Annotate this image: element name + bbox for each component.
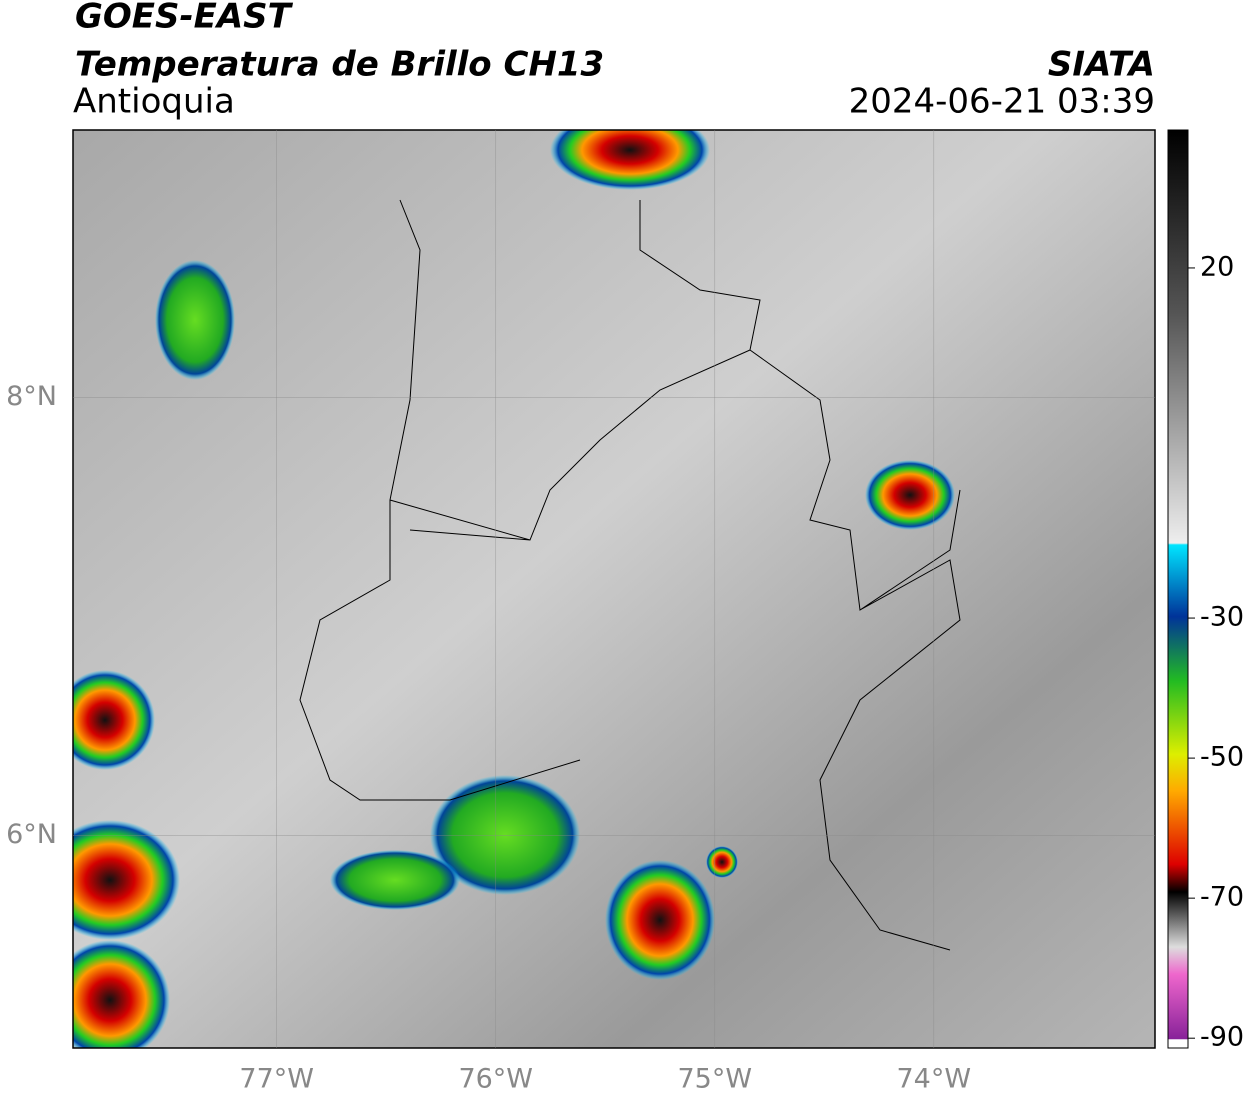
cloud-top xyxy=(550,130,710,190)
cloud-top xyxy=(865,460,955,530)
datetime: 2024-06-21 03:39 xyxy=(849,82,1155,122)
cloud-top xyxy=(155,260,235,380)
colorbar-label: 20 xyxy=(1200,251,1234,282)
colorbar-label: -90 xyxy=(1200,1022,1244,1053)
cloud-top xyxy=(73,670,155,770)
cloud-top xyxy=(330,850,460,910)
region: Antioquia xyxy=(73,82,235,122)
y-tick-label: 8°N xyxy=(6,381,57,412)
cloud-top xyxy=(605,860,715,980)
x-tick-label: 77°W xyxy=(239,1064,314,1095)
cloud-top xyxy=(73,820,180,940)
map-frame xyxy=(72,129,1156,1049)
colorbar-label: -50 xyxy=(1200,742,1244,773)
source: SIATA xyxy=(1048,45,1155,85)
imagery xyxy=(73,130,1155,1048)
y-tick-label: 6°N xyxy=(6,819,57,850)
colorbar xyxy=(1167,129,1189,1049)
cloud-top xyxy=(706,846,738,878)
x-tick-label: 76°W xyxy=(458,1064,533,1095)
border xyxy=(299,199,961,951)
cloud-top xyxy=(430,775,580,895)
x-tick-label: 75°W xyxy=(677,1064,752,1095)
title: GOES-EAST xyxy=(75,0,294,37)
subtitle: Temperatura de Brillo CH13 xyxy=(75,45,604,85)
cloud-top xyxy=(73,940,170,1048)
x-tick-label: 74°W xyxy=(897,1064,972,1095)
colorbar-label: -30 xyxy=(1200,602,1244,633)
colorbar-label: -70 xyxy=(1200,882,1244,913)
